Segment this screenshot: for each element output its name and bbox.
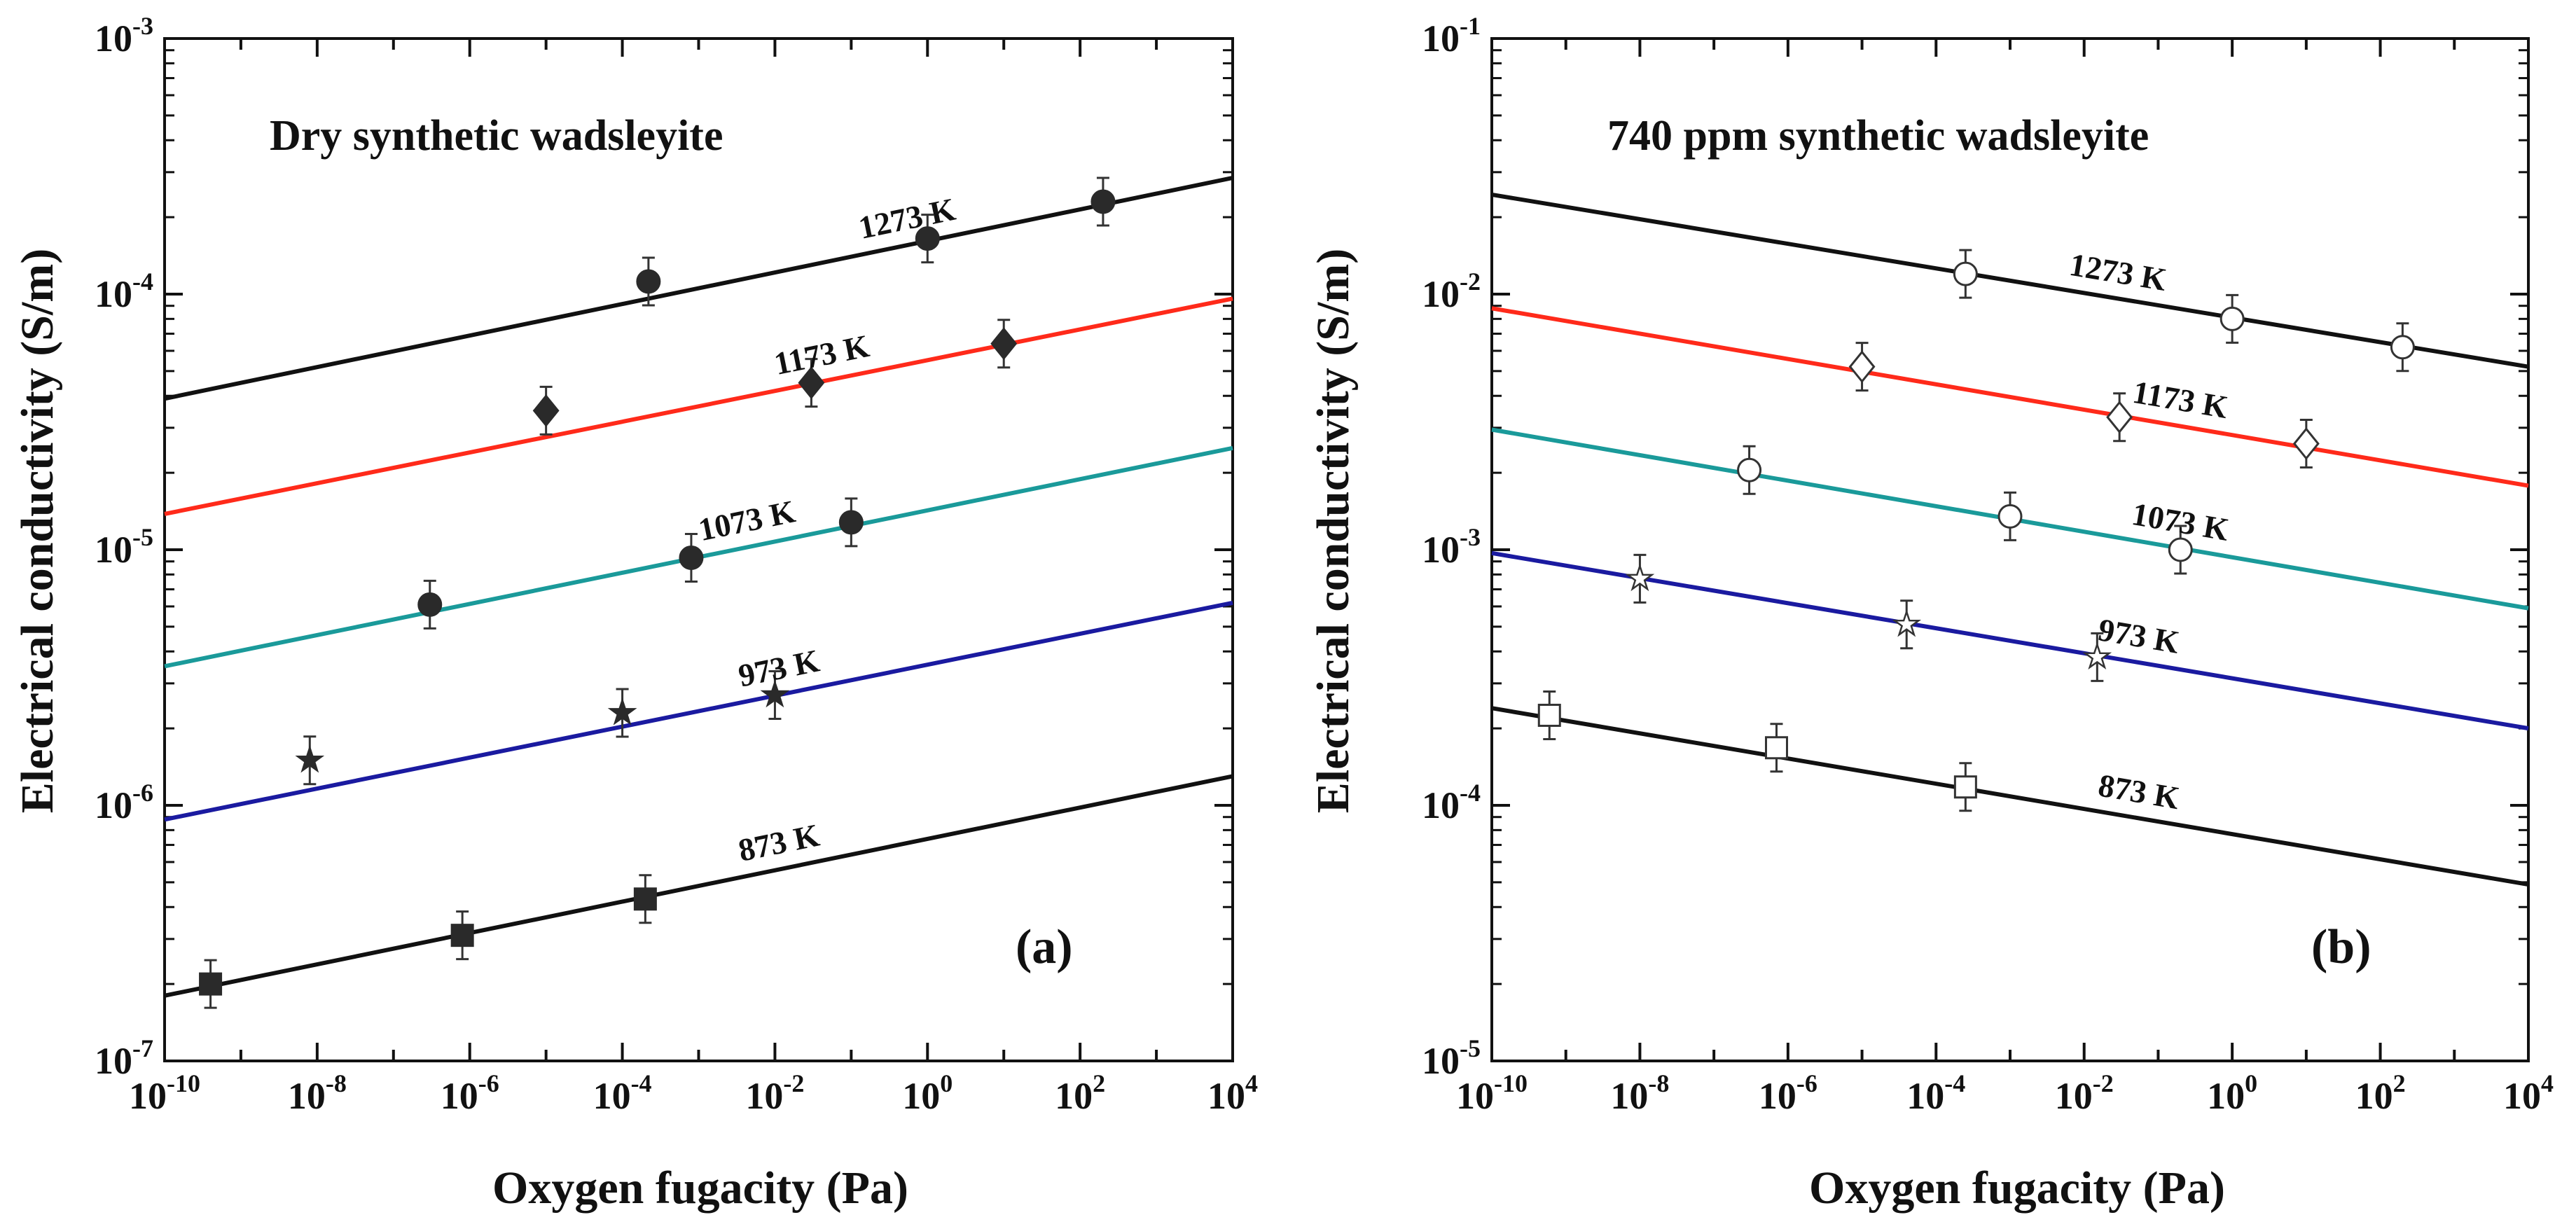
data-point bbox=[1953, 261, 1978, 286]
y-tick-label: 10-3 bbox=[95, 12, 153, 60]
x-tick-label: 100 bbox=[2207, 1069, 2257, 1117]
data-point bbox=[1737, 457, 1762, 482]
data-point bbox=[2168, 537, 2193, 562]
data-point bbox=[450, 924, 474, 947]
panel-title: 740 ppm synthetic wadsleyite bbox=[1607, 112, 2149, 160]
panel-letter: (a) bbox=[1016, 920, 1073, 974]
panel-title: Dry synthetic wadsleyite bbox=[270, 112, 723, 160]
y-axis-title: Electrical conductivity (S/m) bbox=[12, 249, 63, 814]
data-point bbox=[417, 592, 443, 617]
data-point bbox=[1090, 189, 1116, 214]
y-axis-ticks: 10-5 10-4 10-3 10-2 10-1 bbox=[1422, 12, 2528, 1082]
data-point bbox=[633, 887, 657, 911]
x-axis-title: Oxygen fugacity (Pa) bbox=[1809, 1162, 2225, 1214]
data-point bbox=[2220, 306, 2245, 331]
y-tick-label: 10-5 bbox=[95, 523, 153, 571]
data-point bbox=[1848, 350, 1876, 384]
y-axis-ticks: 10-7 10-6 10-5 10-4 10-3 bbox=[95, 12, 1233, 1082]
x-tick-label: 10-2 bbox=[745, 1069, 804, 1117]
fit-line bbox=[164, 296, 1233, 516]
panel-a: Dry synthetic wadsleyite (a) Oxygen fuga… bbox=[12, 12, 1258, 1214]
y-tick-label: 10-4 bbox=[1422, 779, 1481, 826]
data-point bbox=[990, 327, 1018, 361]
x-tick-label: 10-6 bbox=[1759, 1069, 1817, 1117]
data-point bbox=[199, 972, 223, 996]
data-point bbox=[2292, 427, 2320, 460]
panel-letter: (b) bbox=[2311, 920, 2371, 974]
series-873-k: 873 K bbox=[164, 774, 1233, 1009]
y-tick-label: 10-6 bbox=[95, 779, 153, 826]
data-point bbox=[760, 679, 790, 708]
fit-line bbox=[164, 176, 1233, 401]
fit-line bbox=[1491, 706, 2529, 887]
y-tick-label: 10-3 bbox=[1422, 523, 1481, 571]
data-point bbox=[295, 744, 325, 773]
data-point bbox=[798, 366, 825, 399]
x-tick-label: 10-10 bbox=[1456, 1069, 1528, 1117]
data-point bbox=[1953, 775, 1977, 799]
series-1273-k: 1273 K bbox=[1491, 192, 2529, 373]
x-tick-label: 10-8 bbox=[1610, 1069, 1669, 1117]
data-point bbox=[636, 269, 661, 294]
y-tick-label: 10-2 bbox=[1422, 268, 1481, 315]
fit-line bbox=[1491, 550, 2529, 731]
data-point bbox=[2082, 641, 2112, 670]
y-tick-label: 10-4 bbox=[95, 268, 153, 315]
fit-line bbox=[1491, 306, 2529, 488]
data-point bbox=[2106, 401, 2133, 434]
fit-line bbox=[1491, 192, 2529, 369]
y-tick-label: 10-7 bbox=[95, 1034, 153, 1082]
y-tick-label: 10-5 bbox=[1422, 1034, 1481, 1082]
x-axis-ticks: 10-10 10-8 10-6 10-4 10-2 100 102 104 bbox=[129, 39, 1258, 1117]
y-tick-label: 10-1 bbox=[1422, 12, 1481, 60]
data-point bbox=[1892, 609, 1922, 637]
data-point bbox=[838, 510, 864, 535]
x-tick-label: 102 bbox=[1055, 1069, 1105, 1117]
x-tick-label: 100 bbox=[902, 1069, 953, 1117]
data-point bbox=[607, 697, 637, 725]
x-tick-label: 10-2 bbox=[2055, 1069, 2114, 1117]
data-point bbox=[1537, 703, 1561, 727]
panel-b: 740 ppm synthetic wadsleyite (b) Oxygen … bbox=[1308, 12, 2554, 1214]
x-axis-title: Oxygen fugacity (Pa) bbox=[492, 1162, 908, 1214]
fit-line bbox=[164, 774, 1233, 998]
x-tick-label: 104 bbox=[2503, 1069, 2554, 1117]
x-axis-ticks: 10-10 10-8 10-6 10-4 10-2 100 102 104 bbox=[1456, 39, 2554, 1117]
x-tick-label: 10-10 bbox=[129, 1069, 200, 1117]
x-tick-label: 10-8 bbox=[288, 1069, 347, 1117]
series-1173-k: 1173 K bbox=[1491, 306, 2529, 488]
x-tick-label: 10-6 bbox=[441, 1069, 499, 1117]
data-point bbox=[1997, 504, 2023, 529]
y-axis-title: Electrical conductivity (S/m) bbox=[1308, 249, 1359, 814]
fit-line bbox=[164, 600, 1233, 822]
data-point bbox=[915, 226, 940, 251]
data-point bbox=[1764, 736, 1788, 760]
series-1073-k: 1073 K bbox=[164, 445, 1233, 669]
x-tick-label: 10-4 bbox=[593, 1069, 652, 1117]
x-tick-label: 104 bbox=[1207, 1069, 1258, 1117]
data-point bbox=[532, 394, 560, 427]
data-point bbox=[2390, 335, 2415, 360]
data-point bbox=[679, 546, 704, 571]
x-tick-label: 10-4 bbox=[1906, 1069, 1965, 1117]
data-point bbox=[1625, 563, 1655, 592]
x-tick-label: 102 bbox=[2355, 1069, 2406, 1117]
